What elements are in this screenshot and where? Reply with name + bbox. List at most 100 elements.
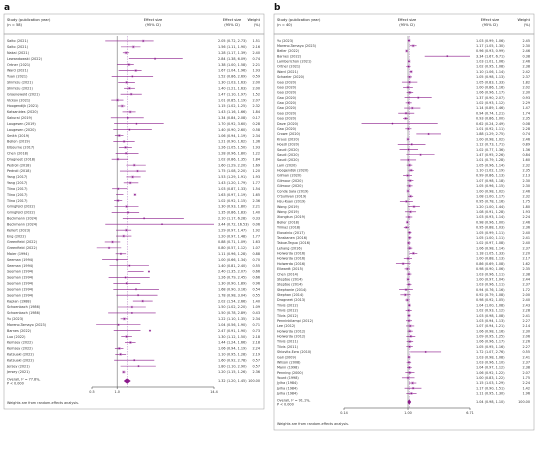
panel-b-effect-text: 1.15 (1.03, 1.29) — [476, 381, 505, 385]
panel-b-effect-text: 1.08 (1.00, 1.17) — [476, 194, 505, 198]
panel-b-effect-text: 1.03 (0.96, 1.10) — [476, 360, 505, 364]
panel-b-study-name: Kraus (2020) — [277, 137, 300, 141]
panel-b-point-estimate — [408, 81, 411, 83]
panel-a-weight-text: 2.00 — [252, 86, 260, 90]
panel-a-weight-text: 0.58 — [252, 128, 260, 132]
panel-a-weight-text: 1.54 — [252, 187, 260, 191]
panel-b-study-name: Hoogendijk (2020) — [277, 169, 309, 173]
panel-b-point-estimate — [407, 148, 410, 151]
panel-a-overall-effect-text: 1.32 (1.20, 1.45) — [218, 379, 247, 383]
panel-a-study-name: Seeman (1994) — [7, 287, 34, 291]
panel-a-effect-text: 1.80 (1.10, 2.90) — [218, 364, 247, 368]
panel-a-weight-text: 1.40 — [252, 211, 260, 215]
panel-a-study-name: Hoogendijk (2021) — [7, 104, 39, 108]
panel-a-point-estimate — [117, 323, 120, 326]
panel-a-effect-text: 2.40 (1.35, 2.07) — [218, 270, 247, 274]
panel-a-point-estimate — [125, 205, 128, 208]
panel-b-study-name: Tabue-Teguo (2016) — [276, 241, 311, 245]
panel-b-weight-text: 0.08 — [522, 122, 530, 126]
panel-a-study-name: Lewandowski (2022) — [7, 57, 43, 61]
panel-a-weight-text: 0.88 — [252, 252, 260, 256]
panel-a-point-estimate — [118, 134, 121, 137]
panel-b-study-name: Wong (2019) — [277, 210, 300, 214]
panel-a-weight-text: 0.54 — [252, 287, 260, 291]
panel-b-study-name: O'Sullivan (2019) — [277, 194, 307, 198]
panel-a-study-name: Elbourne (2017) — [7, 146, 35, 150]
panel-a-weight-text: 0.96 — [252, 282, 260, 286]
panel-b-effect-text: 1.06 (0.98, 1.16) — [476, 329, 505, 333]
panel-b-weight-text: 1.72 — [522, 288, 530, 292]
panel-a-study-name: Tiina (2017) — [6, 199, 28, 203]
panel-b-study-name: Tilvis (2012) — [276, 303, 299, 307]
panel-a-study-name: Tiina (2017) — [6, 187, 28, 191]
panel-a-study-header: Study (publication year) — [7, 18, 51, 22]
panel-b-tick-label: 1.00 — [404, 411, 412, 415]
panel-a-point-estimate — [129, 182, 131, 184]
panel-b-point-estimate — [410, 392, 413, 395]
panel-a-effect-text: 1.75 (1.08, 2.20) — [218, 169, 247, 173]
panel-b-weight-text: 2.46 — [522, 60, 530, 64]
panel-b-point-estimate — [404, 117, 407, 120]
panel-b-effect-text: 1.05 (0.96, 1.14) — [476, 163, 505, 167]
panel-b-point-estimate — [408, 319, 410, 322]
panel-a-effect-text: 1.35 (0.86, 1.83) — [218, 211, 247, 215]
panel-b-effect-text: 1.06 (0.96, 1.17) — [476, 91, 505, 95]
panel-b-effect-text: 1.03 (0.93, 1.14) — [476, 215, 505, 219]
panel-a-point-estimate — [117, 199, 119, 202]
panel-b-weight-text: 0.38 — [522, 54, 530, 58]
panel-a-effect-text: 1.30 (0.93, 1.80) — [218, 205, 247, 209]
panel-a-effect-text: 1.28 (1.17, 1.39) — [218, 51, 247, 55]
panel-a-effect-text: 1.29 (0.97, 1.47) — [218, 228, 247, 232]
panel-b-point-estimate — [405, 50, 408, 52]
panel-b-effect-text: 0.95 (0.88, 1.03) — [476, 226, 505, 230]
panel-a-study-name: Shimizu (2021) — [7, 81, 33, 85]
panel-a-point-estimate — [120, 252, 122, 255]
panel-a-point-estimate — [133, 164, 136, 166]
panel-b-study-name: Lee (2012) — [277, 324, 296, 328]
panel-b-study-name: Gao (2020) — [277, 117, 297, 121]
panel-b-point-estimate — [409, 330, 411, 332]
panel-a-point-estimate — [116, 258, 118, 261]
panel-a-point-estimate — [131, 176, 134, 178]
panel-b-weight-text: 2.46 — [522, 137, 530, 141]
panel-a-point-estimate — [129, 341, 132, 344]
panel-a-weight-text: 2.24 — [252, 347, 260, 351]
panel-a-study-name: Laugesen (2019) — [7, 122, 36, 126]
panel-b-weight-text: 1.74 — [522, 111, 530, 115]
panel-b-weight-text: 2.30 — [522, 91, 530, 95]
panel-a-effect-text: 1.68 (0.90, 3.16) — [218, 287, 247, 291]
panel-b-weight-text: 2.40 — [522, 241, 530, 245]
panel-a-study-name: Kellert (2023) — [7, 228, 31, 232]
panel-a-study-name: Seeman (1994) — [7, 258, 34, 262]
panel-a-study-name: Seeman (1994) — [7, 282, 34, 286]
panel-a-body-frame — [3, 33, 265, 410]
panel-a-weight-text: 0.57 — [252, 364, 260, 368]
panel-a-weight-text: 1.65 — [252, 193, 260, 197]
panel-b-effect-text: 0.98 (0.96, 1.00) — [476, 220, 505, 224]
panel-b-effect-text: 1.05 (0.98, 1.13) — [476, 75, 505, 79]
panel-b-weight-text: 2.27 — [522, 319, 530, 323]
panel-a-point-estimate — [141, 300, 144, 302]
panel-a-weight-text: 0.55 — [252, 264, 260, 268]
panel-a-effect-text: 1.67 (1.04, 1.96) — [218, 69, 247, 73]
panel-b-point-estimate — [408, 345, 411, 348]
panel-b-weight-text: 2.35 — [522, 117, 530, 121]
panel-b-study-name: Lamberichon (2021) — [277, 60, 312, 64]
panel-a-effect-text: 1.22 (1.10, 1.35) — [218, 317, 247, 321]
panel-b-effect-text: 1.05 (1.00, 1.11) — [476, 236, 505, 240]
panel-a-point-estimate — [125, 81, 128, 84]
panel-b-weight-text: 2.30 — [522, 179, 530, 183]
panel-a-weight-text: 1.63 — [252, 240, 260, 244]
panel-b-point-estimate — [406, 221, 409, 223]
panel-b-study-name: Gao (2020) — [277, 80, 297, 84]
panel-a-tick-label: 14.4 — [210, 390, 218, 394]
panel-a-study-name: Beckmann (2024) — [7, 222, 38, 226]
panel-a-point-estimate — [142, 40, 145, 42]
panel-a-effect-text: 1.06 (0.94, 1.19) — [218, 347, 247, 351]
panel-a-weight-text: 0.59 — [252, 75, 260, 79]
panel-b-study-name: Dave (2020) — [277, 122, 299, 126]
panel-b-study-name: Stephanie (2014) — [277, 288, 307, 292]
panel-b-study-name: Schaeler (2020) — [277, 75, 305, 79]
panel-b-weight-text: 2.29 — [522, 101, 530, 105]
panel-b-effect-text: 0.99 (0.86, 1.13) — [476, 174, 505, 178]
